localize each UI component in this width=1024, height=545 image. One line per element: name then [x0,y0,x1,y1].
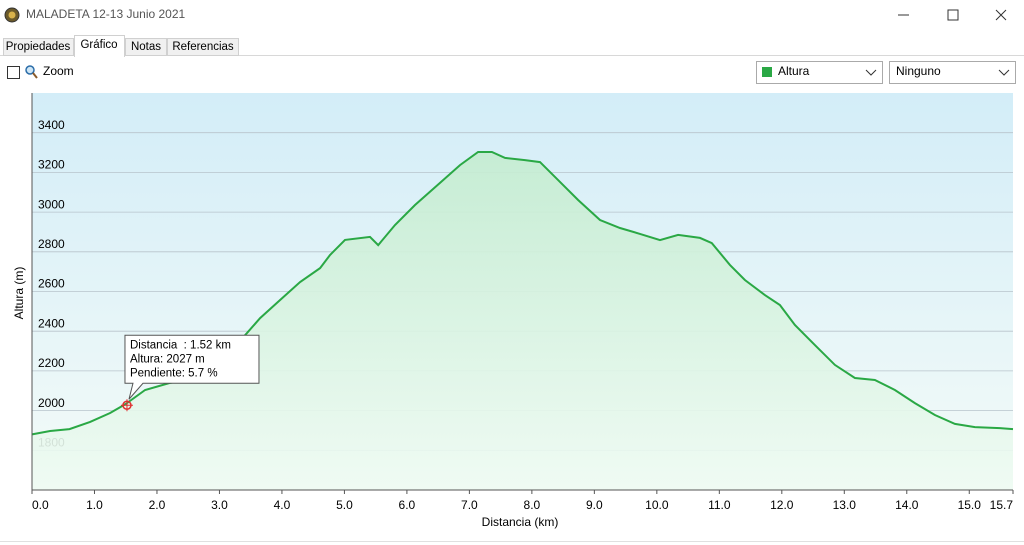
x-tick-label: 10.0 [645,498,669,512]
secondary-dropdown-label[interactable]: Ninguno [896,64,941,78]
area-fill [32,152,1013,490]
x-tick-label: 4.0 [274,498,291,512]
y-tick-label: 2400 [38,316,65,330]
y-tick-label: 2000 [38,396,65,410]
x-tick-label: 13.0 [833,498,857,512]
tab-bar: Propiedades Gráfico Notas Referencias [3,35,239,58]
window-title: MALADETA 12-13 Junio 2021 [26,7,186,21]
tooltip-line: Pendiente: 5.7 % [130,367,218,379]
tab-label[interactable]: Gráfico [80,39,117,51]
app-icon-inner [8,11,16,19]
tab-label[interactable]: Notas [131,41,161,53]
x-tick-label: 14.0 [895,498,919,512]
zoom-icon-handle [32,72,38,79]
tab-label[interactable]: Propiedades [6,41,71,53]
y-tick-label: 3200 [38,158,65,172]
maximize-button[interactable] [947,9,959,21]
y-axis-title: Altura (m) [12,267,26,320]
series-dropdown-label[interactable]: Altura [778,64,810,78]
zoom-checkbox[interactable] [7,66,20,79]
dropdown-arrow [998,69,1010,76]
tooltip-line: Altura: 2027 m [130,353,205,365]
zoom-label[interactable]: Zoom [43,64,74,78]
tab-label[interactable]: Referencias [172,41,234,53]
y-tick-label: 2800 [38,237,65,251]
x-tick-label: 15.7 [990,498,1014,512]
plot: 1800200022002400260028003000320034000.01… [31,93,1014,512]
y-tick-label: 3000 [38,197,65,211]
x-axis-title: Distancia (km) [482,515,559,529]
x-tick-label: 15.0 [958,498,982,512]
x-tick-label: 11.0 [708,498,731,512]
tab[interactable] [125,38,167,56]
series-swatch [762,67,772,77]
y-tick-label: 3400 [38,118,65,132]
x-tick-label: 8.0 [524,498,541,512]
tab[interactable] [167,38,239,56]
tooltip-line: Distancia : 1.52 km [130,339,231,351]
tab[interactable] [3,38,74,56]
dropdown-arrow [865,69,877,76]
series-dropdown[interactable] [756,61,883,84]
cursor-cross [120,399,133,412]
x-tick-label: 1.0 [86,498,103,512]
x-tick-label: 12.0 [770,498,794,512]
x-tick-label: 0.0 [32,498,49,512]
secondary-dropdown[interactable] [889,61,1016,84]
title-bar: MALADETA 12-13 Junio 2021 [4,7,1007,23]
tooltip-box [124,334,260,400]
y-tick-label: 2600 [38,277,65,291]
x-tick-label: 2.0 [149,498,166,512]
y-tick-label: 2200 [38,356,65,370]
zoom-icon [25,65,35,75]
x-tick-label: 6.0 [399,498,416,512]
close-button[interactable] [995,9,1007,21]
x-tick-label: 9.0 [586,498,603,512]
tab-active-join [75,54,124,58]
x-tick-label: 5.0 [336,498,353,512]
x-tick-label: 7.0 [461,498,478,512]
x-tick-label: 3.0 [211,498,228,512]
